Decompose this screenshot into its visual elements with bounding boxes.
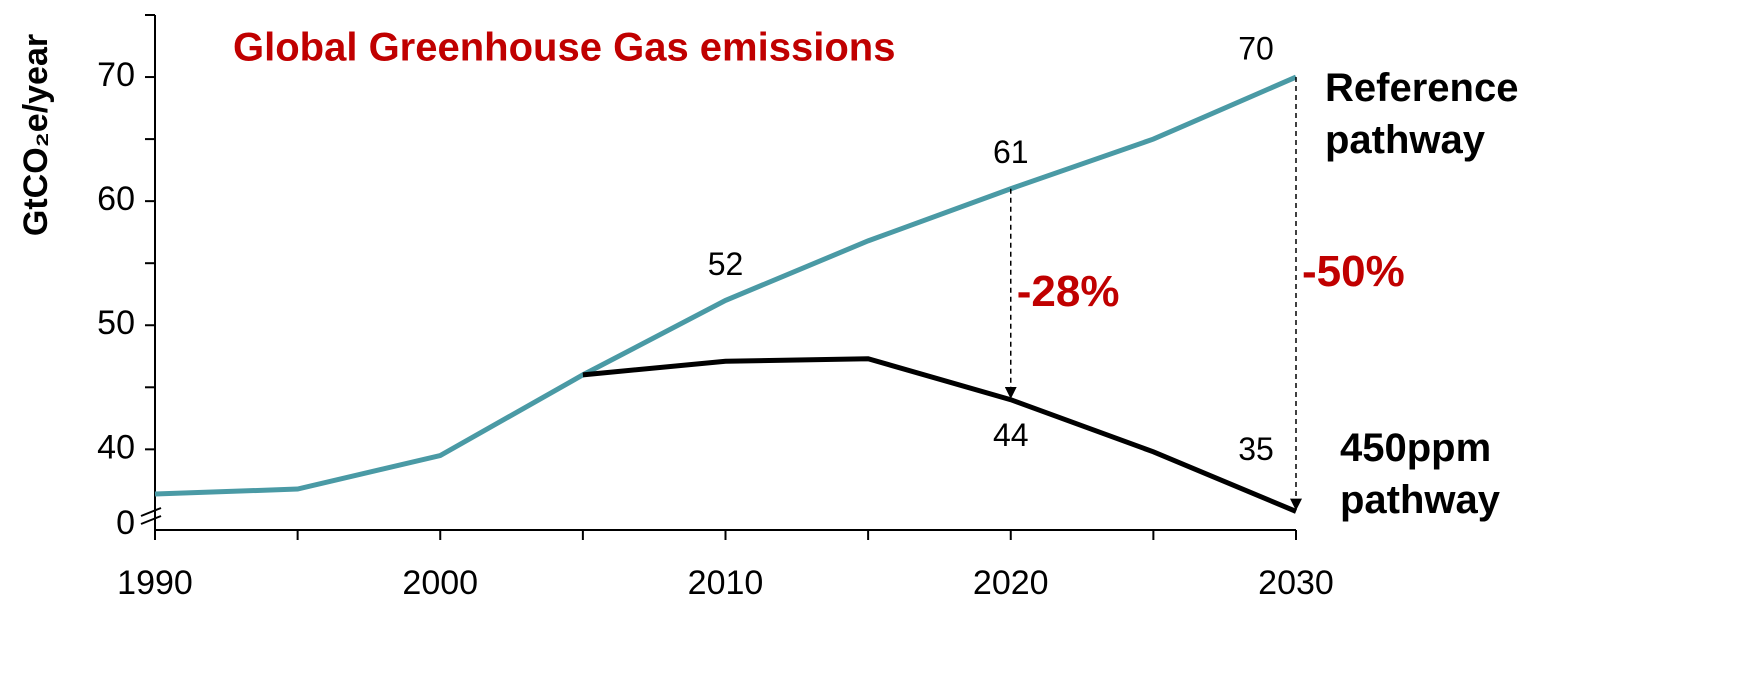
- annotation: -28%: [1017, 267, 1120, 316]
- chart-title: Global Greenhouse Gas emissions: [233, 26, 895, 70]
- x-tick-label: 2000: [402, 564, 478, 602]
- x-tick-label: 2020: [973, 564, 1049, 602]
- y-tick-label: 70: [97, 56, 135, 94]
- series-label: Reference pathway: [1325, 66, 1519, 162]
- series-line: [582, 356, 1297, 514]
- axis-break: [140, 507, 162, 517]
- axis-break: [140, 515, 162, 525]
- y-tick-label: 40: [97, 428, 135, 466]
- y-tick-label: 50: [97, 304, 135, 342]
- series-line: [154, 74, 1297, 497]
- data-label: 70: [1238, 31, 1274, 67]
- y-tick-label: 60: [97, 180, 135, 218]
- data-label: 44: [993, 417, 1029, 453]
- series-label: 450ppm pathway: [1340, 426, 1501, 522]
- data-label: 61: [993, 134, 1029, 170]
- y-break-label: 0: [116, 504, 135, 542]
- annotation: -50%: [1302, 247, 1405, 296]
- x-tick-label: 2030: [1258, 564, 1334, 602]
- data-label: 52: [708, 246, 744, 282]
- x-tick-label: 2010: [688, 564, 764, 602]
- y-axis-label: GtCO₂e/year: [17, 34, 55, 236]
- x-tick-label: 1990: [117, 564, 193, 602]
- data-label: 35: [1238, 431, 1274, 467]
